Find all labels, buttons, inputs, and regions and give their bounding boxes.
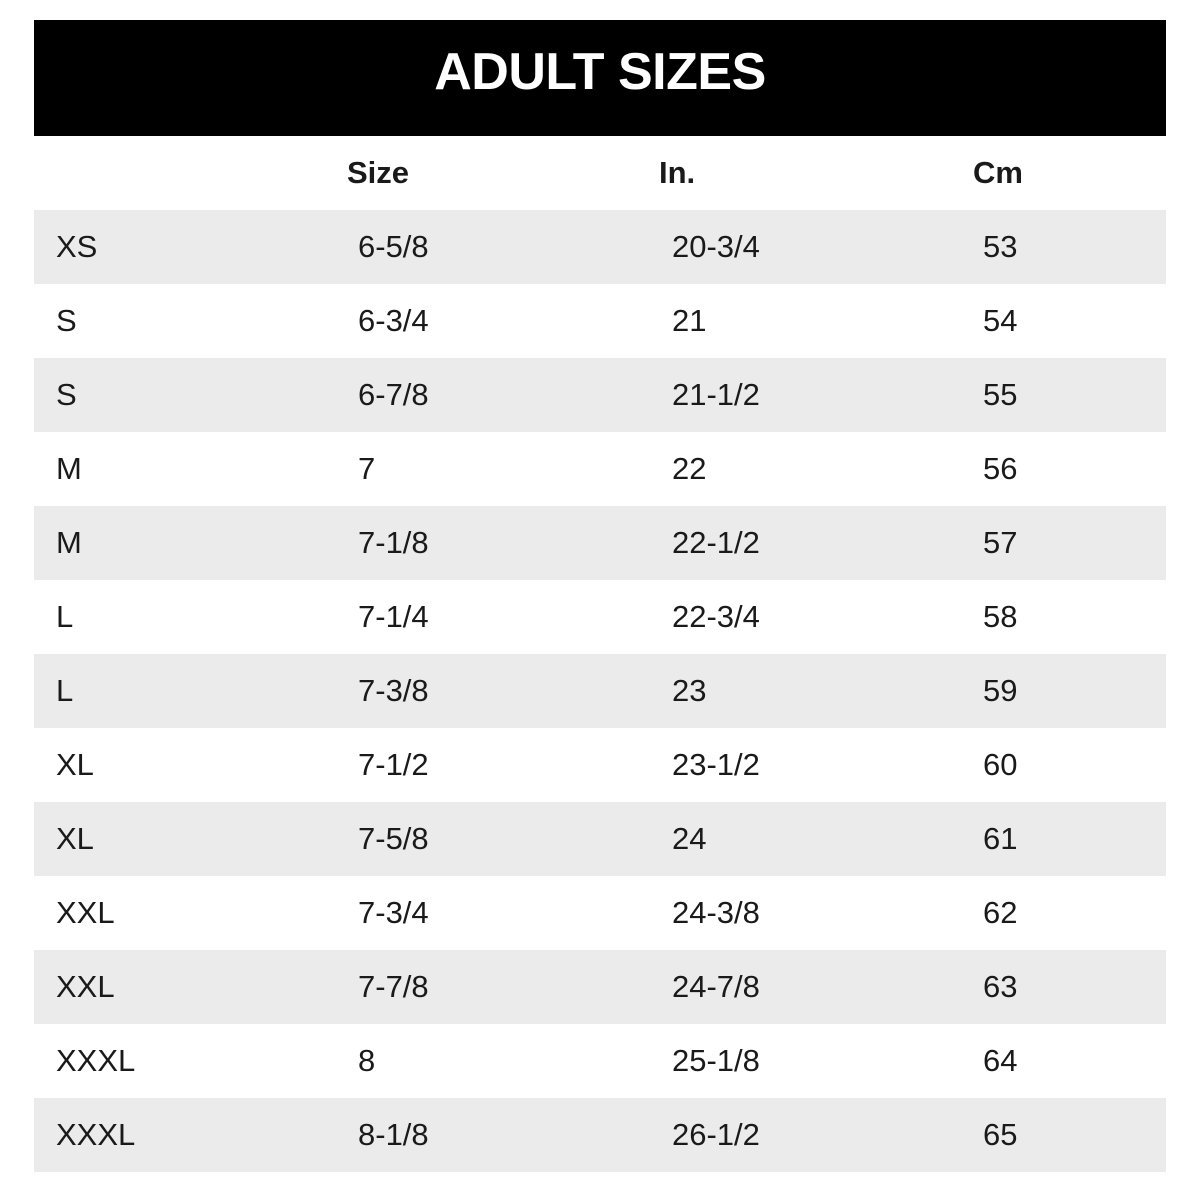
title-banner: ADULT SIZES: [34, 20, 1166, 136]
table-row: L 7-3/8 23 59: [34, 654, 1166, 728]
size-label-cell: M: [56, 525, 82, 560]
size-label-cell: XXL: [56, 895, 115, 930]
table-body: XS 6-5/8 20-3/4 53 S 6-3/4 21 54 S 6-7/8…: [34, 210, 1166, 1172]
inches-cell: 26-1/2: [672, 1117, 760, 1152]
table-row: S 6-7/8 21-1/2 55: [34, 358, 1166, 432]
page-title: ADULT SIZES: [434, 43, 766, 101]
hat-size-cell: 7-3/4: [358, 895, 429, 930]
size-label-cell: XL: [56, 747, 94, 782]
cm-cell: 57: [983, 525, 1018, 560]
cm-cell: 62: [983, 895, 1018, 930]
col-header-inches: In.: [659, 155, 696, 190]
inches-cell: 24: [672, 821, 707, 856]
hat-size-cell: 8: [358, 1043, 376, 1078]
hat-size-cell: 7-7/8: [358, 969, 429, 1004]
cm-cell: 61: [983, 821, 1018, 856]
size-label-cell: XXXL: [56, 1043, 136, 1078]
inches-cell: 23-1/2: [672, 747, 760, 782]
cm-cell: 56: [983, 451, 1018, 486]
size-chart-table: Size In. Cm XS 6-5/8 20-3/4 53 S 6-3/4 2…: [34, 136, 1166, 1172]
inches-cell: 25-1/8: [672, 1043, 760, 1078]
hat-size-cell: 6-3/4: [358, 303, 429, 338]
hat-size-cell: 7-1/2: [358, 747, 429, 782]
size-label-cell: S: [56, 303, 77, 338]
hat-size-cell: 6-7/8: [358, 377, 429, 412]
cm-cell: 63: [983, 969, 1018, 1004]
table-row: XL 7-5/8 24 61: [34, 802, 1166, 876]
cm-cell: 53: [983, 229, 1018, 264]
size-label-cell: XS: [56, 229, 98, 264]
inches-cell: 20-3/4: [672, 229, 760, 264]
hat-size-cell: 8-1/8: [358, 1117, 429, 1152]
table-row: M 7-1/8 22-1/2 57: [34, 506, 1166, 580]
inches-cell: 22: [672, 451, 707, 486]
cm-cell: 64: [983, 1043, 1018, 1078]
table-row: L 7-1/4 22-3/4 58: [34, 580, 1166, 654]
inches-cell: 23: [672, 673, 707, 708]
table-header-row: Size In. Cm: [34, 136, 1166, 210]
inches-cell: 24-3/8: [672, 895, 760, 930]
table-row: S 6-3/4 21 54: [34, 284, 1166, 358]
inches-cell: 21: [672, 303, 707, 338]
table-row: XXXL 8 25-1/8 64: [34, 1024, 1166, 1098]
table-row: XL 7-1/2 23-1/2 60: [34, 728, 1166, 802]
size-label-cell: S: [56, 377, 77, 412]
col-header-cm: Cm: [973, 155, 1023, 190]
cm-cell: 65: [983, 1117, 1018, 1152]
hat-size-cell: 7-5/8: [358, 821, 429, 856]
table-row: M 7 22 56: [34, 432, 1166, 506]
cm-cell: 55: [983, 377, 1018, 412]
inches-cell: 22-3/4: [672, 599, 760, 634]
cm-cell: 58: [983, 599, 1018, 634]
hat-size-cell: 7: [358, 451, 376, 486]
cm-cell: 59: [983, 673, 1018, 708]
size-label-cell: M: [56, 451, 82, 486]
table-row: XXL 7-7/8 24-7/8 63: [34, 950, 1166, 1024]
size-label-cell: XL: [56, 821, 94, 856]
size-label-cell: XXXL: [56, 1117, 136, 1152]
col-header-size: Size: [347, 155, 410, 190]
cm-cell: 54: [983, 303, 1018, 338]
table-row: XXXL 8-1/8 26-1/2 65: [34, 1098, 1166, 1172]
inches-cell: 24-7/8: [672, 969, 760, 1004]
inches-cell: 21-1/2: [672, 377, 760, 412]
size-label-cell: L: [56, 599, 74, 634]
hat-size-cell: 7-3/8: [358, 673, 429, 708]
cm-cell: 60: [983, 747, 1018, 782]
table-row: XXL 7-3/4 24-3/8 62: [34, 876, 1166, 950]
hat-size-cell: 6-5/8: [358, 229, 429, 264]
inches-cell: 22-1/2: [672, 525, 760, 560]
table-row: XS 6-5/8 20-3/4 53: [34, 210, 1166, 284]
hat-size-cell: 7-1/8: [358, 525, 429, 560]
size-label-cell: XXL: [56, 969, 115, 1004]
hat-size-cell: 7-1/4: [358, 599, 429, 634]
size-label-cell: L: [56, 673, 74, 708]
